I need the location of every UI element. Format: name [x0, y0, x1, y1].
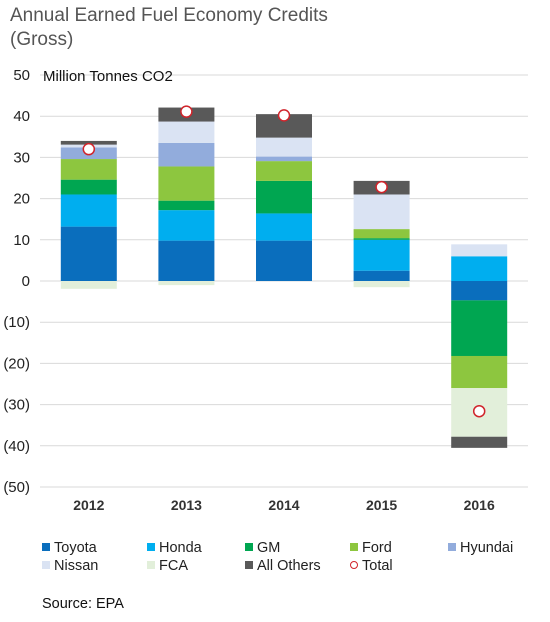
y-axis-ticks: 50 40 30 20 10 0 (10) (20) (30) (40) (50): [3, 67, 30, 496]
bar-segment-ford: [256, 161, 312, 181]
bar-segment-toyota: [158, 240, 215, 281]
bar-segment-ford: [353, 229, 410, 239]
legend-swatch: [147, 561, 155, 570]
bar-segment-hyundai: [256, 156, 312, 162]
y-tick-label: 0: [22, 273, 30, 290]
legend-swatch: [245, 561, 253, 570]
y-tick-label: (50): [3, 479, 30, 496]
source-note: Source: EPA: [42, 596, 124, 612]
bar-segment-nissan: [451, 244, 508, 257]
total-marker: [180, 105, 193, 118]
total-marker: [472, 404, 486, 418]
bar-segment-toyota: [256, 240, 312, 281]
legend-swatch: [245, 543, 253, 552]
y-tick-label: (30): [3, 397, 30, 414]
legend-item-honda: Honda: [147, 540, 202, 556]
legend-label: Ford: [362, 540, 392, 556]
legend-label: GM: [257, 540, 281, 556]
total-markers: [82, 105, 486, 418]
y-tick-label: 50: [13, 67, 30, 84]
bar-segment-honda: [158, 210, 215, 241]
x-tick-label: 2014: [268, 497, 299, 513]
legend-label: Hyundai: [460, 540, 514, 556]
y-tick-label: (20): [3, 355, 30, 372]
bar-segment-fca: [158, 281, 215, 286]
total-marker: [277, 109, 291, 122]
bar-segment-honda: [256, 213, 312, 241]
y-tick-label: 30: [13, 149, 30, 166]
total-marker: [375, 180, 388, 194]
total-marker: [82, 142, 96, 156]
bar-segment-toyota: [60, 226, 117, 281]
bars: [60, 107, 508, 448]
bar-segment-nissan: [353, 194, 410, 230]
legend-item-all-others: All Others: [245, 558, 321, 574]
bar-segment-ford: [60, 159, 117, 180]
bar-segment-all-others: [451, 436, 508, 448]
legend-swatch: [42, 543, 50, 552]
legend-swatch: [448, 543, 456, 552]
legend-label: Honda: [159, 540, 202, 556]
bar-segment-fca: [353, 281, 410, 288]
bar-segment-toyota: [353, 270, 410, 281]
legend-item-fca: FCA: [147, 558, 188, 574]
x-tick-label: 2015: [366, 497, 397, 513]
bar-segment-ford: [158, 166, 215, 201]
y-tick-label: 20: [13, 191, 30, 208]
legend-swatch: [42, 561, 50, 570]
legend-item-nissan: Nissan: [42, 558, 98, 574]
y-tick-label: 10: [13, 232, 30, 249]
x-axis-ticks: 2012 2013 2014 2015 2016: [73, 497, 495, 513]
legend-swatch: [147, 543, 155, 552]
legend-item-gm: GM: [245, 540, 280, 556]
legend-swatch: [350, 561, 358, 570]
bar-segment-all-others: [60, 140, 117, 145]
legend-item-hyundai: Hyundai: [448, 540, 513, 556]
x-tick-label: 2013: [171, 497, 202, 513]
bar-segment-ford: [451, 355, 508, 389]
bar-segment-toyota: [451, 281, 508, 301]
legend-label: Nissan: [54, 558, 99, 574]
legend-label: Toyota: [54, 540, 97, 556]
legend-label: Total: [362, 558, 393, 574]
legend-item-total: Total: [350, 558, 393, 574]
unit-label: Million Tonnes CO2: [43, 68, 173, 85]
bar-segment-honda: [353, 239, 410, 271]
y-tick-label: 40: [13, 108, 30, 125]
legend-label: All Others: [257, 558, 321, 574]
bar-segment-honda: [451, 256, 508, 281]
bar-segment-all-others: [256, 114, 312, 138]
bar-segment-gm: [353, 238, 410, 240]
bar-segment-honda: [60, 194, 117, 227]
bar-segment-gm: [451, 300, 508, 356]
bar-segment-gm: [158, 200, 215, 211]
y-tick-label: (40): [3, 438, 30, 455]
y-tick-label: (10): [3, 314, 30, 331]
legend-item-ford: Ford: [350, 540, 392, 556]
legend-label: FCA: [159, 558, 188, 574]
bar-segment-gm: [256, 180, 312, 214]
bar-segment-nissan: [158, 121, 215, 143]
bar-segment-nissan: [256, 137, 312, 157]
x-tick-label: 2012: [73, 497, 104, 513]
legend-swatch: [350, 543, 358, 552]
bar-segment-gm: [60, 179, 117, 195]
chart-title: Annual Earned Fuel Economy Credits (Gros…: [10, 5, 328, 50]
legend-item-toyota: Toyota: [42, 540, 97, 556]
bar-segment-fca: [60, 281, 117, 289]
x-tick-label: 2016: [464, 497, 495, 513]
bar-segment-hyundai: [158, 142, 215, 167]
